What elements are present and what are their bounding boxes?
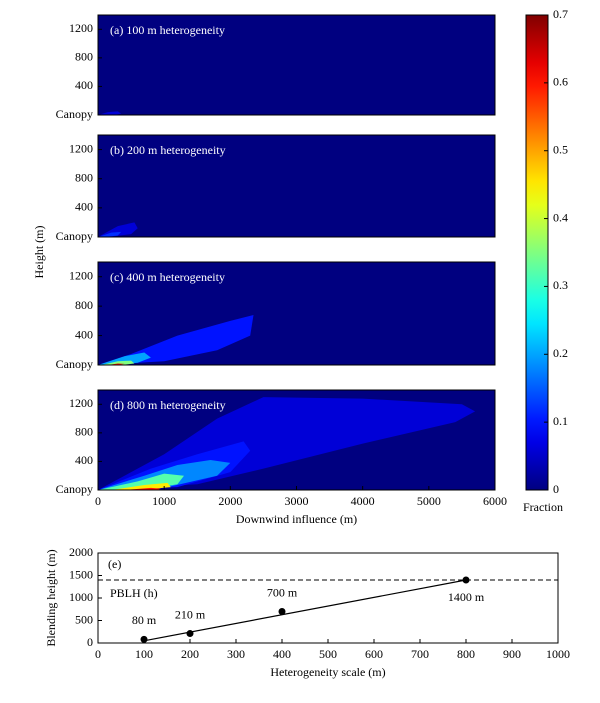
plot-background [98, 135, 495, 237]
x-tick-label: 1000 [546, 647, 570, 661]
data-label: 210 m [175, 607, 206, 621]
panel-label: (a) 100 m heterogeneity [110, 23, 225, 37]
x-tick-label: 2000 [218, 494, 242, 508]
y-tick-label: 1200 [69, 21, 93, 35]
colorbar [525, 14, 549, 491]
colorbar-tick-label: 0.4 [553, 210, 568, 224]
data-point [186, 630, 194, 638]
y-tick-label: 0 [87, 635, 93, 649]
plot-frame [97, 261, 496, 366]
plot-frame [97, 14, 496, 116]
y-tick-label: Canopy [56, 482, 93, 496]
data-point [278, 608, 286, 615]
x-axis-label: Heterogeneity scale (m) [270, 665, 385, 679]
contour-region [98, 352, 151, 365]
y-tick-label: 1200 [69, 141, 93, 155]
y-tick-label: Canopy [56, 229, 93, 243]
reference-line-label: PBLH (h) [110, 586, 158, 600]
y-tick-label: 500 [75, 612, 93, 626]
y-tick-label: 800 [75, 425, 93, 439]
x-tick-label: 3000 [285, 494, 309, 508]
x-tick-label: 700 [411, 647, 429, 661]
y-tick-label: 1200 [69, 268, 93, 282]
y-tick-label: 400 [75, 453, 93, 467]
contour-region [124, 487, 161, 490]
colorbar-tick-label: 0 [553, 482, 559, 496]
colorbar-tick-label: 0.5 [553, 142, 568, 156]
plot-frame [97, 134, 496, 238]
panel-label: (c) 400 m heterogeneity [110, 270, 225, 284]
y-tick-label: 800 [75, 298, 93, 312]
data-point [462, 576, 470, 584]
x-tick-label: 900 [503, 647, 521, 661]
x-tick-label: 800 [457, 647, 475, 661]
contour-region [98, 231, 122, 237]
y-tick-label: Canopy [56, 107, 93, 121]
contour-region [98, 111, 122, 115]
y-tick-label: Canopy [56, 357, 93, 371]
y-tick-label: 800 [75, 170, 93, 184]
x-axis-label: Downwind influence (m) [236, 512, 357, 526]
colorbar-tick-label: 0.2 [553, 346, 568, 360]
plot-background [98, 15, 495, 115]
y-tick-label: 1500 [69, 567, 93, 581]
contour-region [98, 441, 251, 490]
y-tick-label: 2000 [69, 545, 93, 559]
x-tick-label: 6000 [483, 494, 507, 508]
colorbar-tick-label: 0.3 [553, 278, 568, 292]
y-tick-label: 1200 [69, 396, 93, 410]
colorbar-tick-label: 0.1 [553, 414, 568, 428]
x-tick-label: 100 [135, 647, 153, 661]
y-axis-label: Height (m) [32, 226, 46, 279]
data-label: 1400 m [448, 590, 485, 604]
x-tick-label: 600 [365, 647, 383, 661]
y-tick-label: 400 [75, 327, 93, 341]
x-tick-label: 4000 [351, 494, 375, 508]
y-axis-label: Blending height (m) [44, 549, 58, 646]
x-tick-label: 0 [95, 494, 101, 508]
fit-line [143, 579, 467, 642]
colorbar-tick-label: 0.6 [553, 75, 568, 89]
x-tick-label: 500 [319, 647, 337, 661]
y-tick-label: 800 [75, 50, 93, 64]
contour-region [101, 360, 135, 365]
data-label: 700 m [267, 585, 298, 599]
colorbar-label: Fraction [523, 500, 563, 514]
x-tick-label: 300 [227, 647, 245, 661]
y-tick-label: 400 [75, 200, 93, 214]
panel-label: (e) [108, 557, 121, 571]
y-tick-label: 1000 [69, 590, 93, 604]
panel-label: (d) 800 m heterogeneity [110, 398, 226, 412]
contour-region [111, 482, 171, 490]
contour-region [98, 222, 138, 237]
x-tick-label: 0 [95, 647, 101, 661]
x-tick-label: 200 [181, 647, 199, 661]
panel-label: (b) 200 m heterogeneity [110, 143, 226, 157]
x-tick-label: 1000 [152, 494, 176, 508]
data-label: 80 m [132, 613, 157, 627]
x-tick-label: 400 [273, 647, 291, 661]
y-tick-label: 400 [75, 78, 93, 92]
x-tick-label: 5000 [417, 494, 441, 508]
colorbar-tick-label: 0.7 [553, 7, 568, 21]
plot-frame [97, 389, 496, 491]
plot-frame [97, 552, 559, 644]
contour-region [98, 315, 254, 365]
